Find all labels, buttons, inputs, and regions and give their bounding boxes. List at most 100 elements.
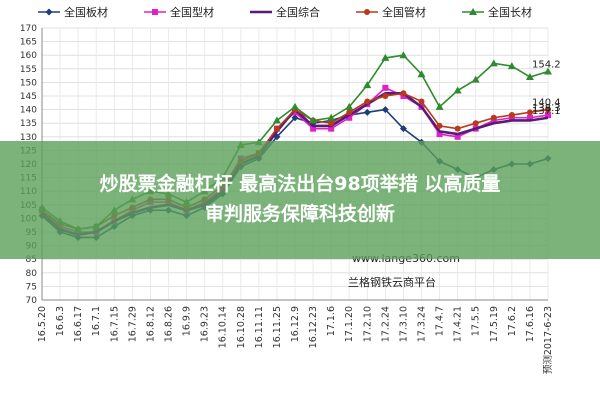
y-tick-label: 165	[20, 38, 37, 48]
data-point	[436, 122, 443, 129]
end-value-label: 137.1	[532, 106, 561, 117]
data-point	[508, 112, 515, 119]
y-tick-label: 70	[26, 296, 38, 306]
x-tick-label: 16.12.9	[290, 306, 301, 342]
data-point	[363, 108, 371, 116]
legend-marker	[45, 8, 53, 16]
watermark-platform: 兰格钢铁云商平台	[348, 275, 436, 289]
data-point	[490, 114, 497, 121]
data-point	[526, 109, 533, 116]
data-point	[436, 131, 443, 138]
y-tick-label: 140	[20, 106, 37, 116]
y-tick-label: 75	[26, 282, 37, 292]
y-tick-label: 130	[20, 133, 37, 143]
legend-marker	[469, 8, 477, 15]
x-tick-label: 16.5.20	[37, 306, 48, 342]
data-point	[346, 114, 353, 121]
legend-item: 全国型材	[144, 5, 214, 19]
legend-item: 全国板材	[38, 5, 108, 19]
data-point	[272, 116, 281, 124]
x-tick-label: 17.5.19	[489, 306, 500, 342]
data-point	[472, 120, 479, 127]
legend-label: 全国型材	[170, 5, 214, 19]
x-tick-label: 16.8.26	[164, 306, 175, 342]
y-tick-label: 80	[26, 269, 38, 279]
data-point	[418, 98, 425, 105]
y-tick-label: 155	[20, 65, 37, 75]
data-point	[489, 59, 498, 67]
x-axis: 16.5.20 16.6.3 16.6.17 16.7.1 16.7.15 16.7.29…	[37, 299, 554, 374]
data-point	[471, 75, 480, 83]
end-value-label: 140.4	[532, 98, 561, 109]
x-tick-label: 16.7.15	[109, 306, 120, 342]
x-tick-label: 16.6.3	[55, 306, 66, 336]
x-tick-label: 17.1.20	[344, 306, 355, 342]
legend-label: 全国综合	[276, 5, 320, 19]
x-tick-label: 16.12.23	[308, 306, 319, 348]
x-tick-label: 16.11.25	[272, 306, 283, 348]
legend-item: 全国综合	[250, 5, 320, 19]
data-point	[328, 120, 335, 127]
news-banner[interactable]	[0, 141, 600, 259]
y-tick-label: 170	[20, 24, 37, 34]
y-tick-label: 145	[20, 92, 37, 102]
data-point	[544, 67, 552, 75]
y-tick-label: 150	[20, 78, 37, 88]
x-tick-label: 17.3.10	[398, 306, 409, 342]
x-tick-label: 预测2017-6-23	[543, 306, 554, 374]
data-point	[545, 112, 551, 119]
banner-headline-line2: 审判服务保障科技创新	[205, 202, 395, 225]
data-point	[346, 109, 353, 116]
legend-item: 全国管材	[356, 5, 426, 19]
data-point	[364, 98, 371, 105]
y-tick-label: 160	[20, 51, 37, 61]
data-point	[417, 70, 426, 78]
data-point	[400, 90, 407, 97]
data-point	[454, 125, 461, 132]
legend-label: 全国管材	[382, 5, 426, 19]
x-tick-label: 16.9.23	[200, 306, 211, 342]
y-tick-label: 85	[26, 255, 37, 265]
x-tick-label: 17.4.21	[453, 306, 464, 342]
x-tick-label: 16.6.17	[73, 306, 84, 342]
data-point	[545, 106, 551, 113]
data-point	[435, 102, 444, 110]
legend-marker	[152, 9, 158, 15]
data-point	[453, 86, 462, 94]
banner-headline-line1: 炒股票金融杠杆 最高法出台98项举措 以高质量	[100, 172, 501, 195]
data-point	[382, 93, 389, 99]
data-point	[454, 133, 461, 140]
data-point	[507, 62, 516, 70]
data-point	[381, 53, 390, 61]
data-point	[399, 125, 407, 133]
x-tick-label: 16.7.1	[91, 306, 102, 336]
end-value-label: 138.3	[532, 103, 561, 114]
x-tick-label: 17.2.24	[380, 306, 391, 342]
data-point	[310, 125, 317, 132]
legend-marker	[364, 9, 370, 15]
x-tick-label: 17.5.5	[471, 306, 482, 336]
x-tick-label: 16.8.12	[145, 306, 156, 342]
data-point	[381, 106, 389, 114]
x-tick-label: 16.10.14	[218, 306, 229, 348]
x-tick-label: 17.2.10	[362, 306, 373, 342]
x-tick-label: 16.11.11	[254, 306, 265, 348]
data-point	[327, 113, 336, 121]
data-point	[291, 102, 299, 110]
data-point	[291, 114, 299, 122]
legend-item: 全国长材	[462, 5, 532, 19]
x-tick-label: 17.6.2	[507, 306, 518, 336]
y-tick-label: 135	[20, 119, 37, 129]
x-tick-label: 17.1.6	[326, 306, 337, 336]
x-tick-label: 16.9.9	[182, 306, 193, 336]
data-point	[328, 125, 335, 132]
data-point	[363, 81, 372, 89]
data-point	[399, 51, 408, 59]
data-point	[309, 116, 318, 124]
x-tick-label: 16.7.29	[127, 306, 138, 342]
x-tick-label: 16.10.28	[236, 306, 247, 348]
data-point	[525, 72, 534, 80]
legend-label: 全国长材	[488, 5, 532, 19]
